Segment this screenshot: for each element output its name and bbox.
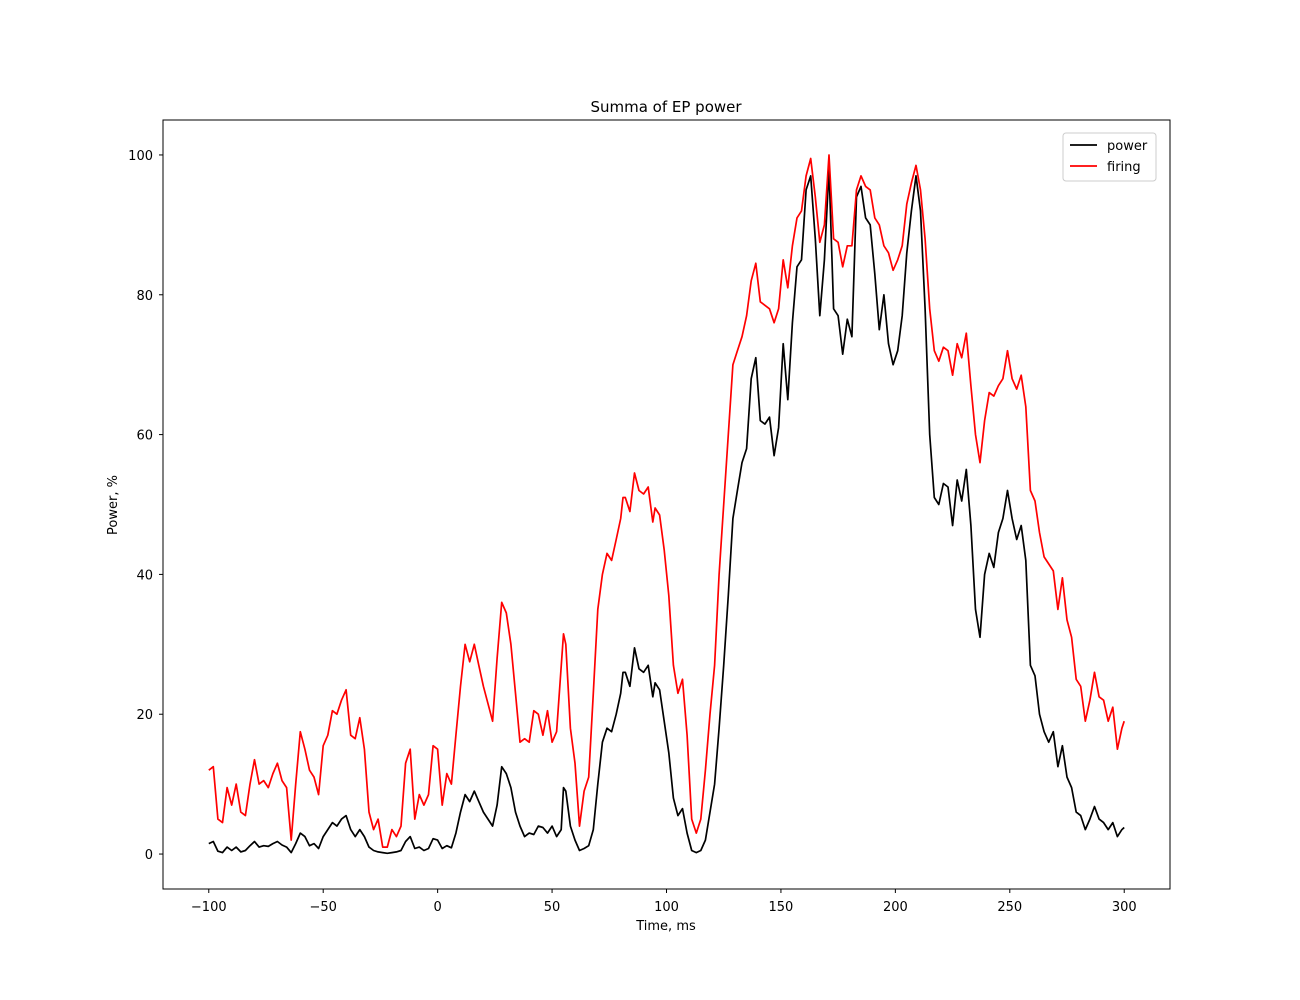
x-tick-label: 0 bbox=[433, 900, 441, 915]
x-tick-label: 50 bbox=[544, 900, 561, 915]
legend-label-power: power bbox=[1107, 139, 1148, 154]
x-tick-label: −50 bbox=[309, 900, 336, 915]
y-axis-label: Power, % bbox=[106, 475, 121, 535]
x-tick-label: 200 bbox=[883, 900, 908, 915]
series-line-firing bbox=[208, 154, 1126, 848]
x-axis-label: Time, ms bbox=[635, 919, 696, 934]
y-tick-label: 40 bbox=[136, 568, 153, 583]
y-tick-label: 0 bbox=[145, 848, 153, 863]
x-axis: −100 −50 0 50 100 150 200 250 300 bbox=[191, 889, 1137, 915]
y-tick-label: 80 bbox=[136, 289, 153, 304]
y-tick-label: 100 bbox=[128, 149, 153, 164]
y-tick-label: 20 bbox=[136, 708, 153, 723]
y-tick-label: 60 bbox=[136, 429, 153, 444]
y-axis: 0 20 40 60 80 100 bbox=[128, 149, 163, 863]
series-layer bbox=[208, 154, 1126, 855]
x-tick-label: 100 bbox=[654, 900, 679, 915]
x-tick-label: 300 bbox=[1112, 900, 1137, 915]
chart-title: Summa of EP power bbox=[590, 98, 742, 116]
x-tick-label: −100 bbox=[191, 900, 227, 915]
legend-label-firing: firing bbox=[1107, 160, 1141, 175]
x-tick-label: 150 bbox=[769, 900, 794, 915]
legend: power firing bbox=[1062, 132, 1157, 182]
series-line-power bbox=[208, 168, 1125, 855]
x-tick-label: 250 bbox=[997, 900, 1022, 915]
